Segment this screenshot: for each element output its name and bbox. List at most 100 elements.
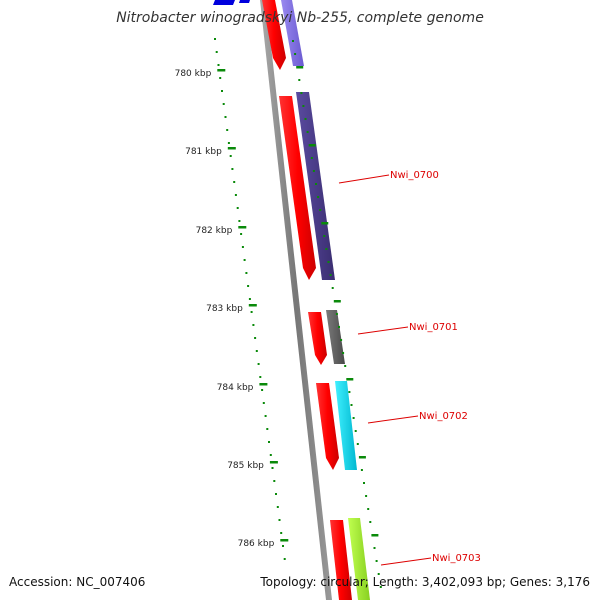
outer-ruler-tick bbox=[319, 209, 322, 211]
ruler-minor-tick bbox=[250, 311, 253, 313]
outer-ruler-tick bbox=[317, 196, 320, 198]
ruler-minor-tick bbox=[248, 298, 251, 300]
outer-ruler-tick bbox=[306, 131, 309, 133]
gene-label[interactable]: Nwi_0700 bbox=[390, 170, 439, 181]
ruler-minor-tick bbox=[280, 532, 283, 534]
ruler-minor-tick bbox=[222, 103, 225, 105]
gene-callout-line bbox=[357, 326, 409, 335]
ruler-minor-tick bbox=[224, 116, 227, 118]
ruler-minor-tick bbox=[214, 38, 216, 40]
ruler-minor-tick bbox=[271, 467, 274, 469]
ruler-label: 781 kbp bbox=[185, 147, 222, 157]
ruler-ticks: 780 kbp 781 kbp 782 kbp 783 kbp 784 kbp 785 k… bbox=[175, 38, 382, 588]
outer-ruler-tick bbox=[369, 521, 372, 523]
ruler-minor-tick bbox=[282, 545, 284, 547]
ruler-minor-tick bbox=[227, 142, 230, 144]
outer-ruler-tick bbox=[300, 92, 303, 94]
partial-gene-red-top bbox=[262, 0, 286, 70]
ruler-minor-tick bbox=[219, 77, 222, 79]
cds-nwi-0702 bbox=[335, 381, 357, 470]
ruler-major-tick bbox=[269, 461, 278, 464]
ruler-minor-tick bbox=[241, 246, 244, 248]
outer-ruler-tick bbox=[292, 40, 294, 42]
outer-ruler-tick bbox=[371, 534, 379, 537]
ruler-major-tick bbox=[238, 226, 247, 229]
cds-nwi-0703 bbox=[348, 518, 370, 600]
ruler-minor-tick bbox=[243, 259, 246, 261]
outer-ruler-tick bbox=[310, 157, 313, 159]
ruler-minor-tick bbox=[268, 441, 270, 443]
outer-ruler-tick bbox=[375, 560, 378, 562]
map-title: Nitrobacter winogradskyi Nb-255, complet… bbox=[116, 10, 484, 26]
outer-ruler-tick bbox=[373, 547, 376, 549]
outer-ruler-tick bbox=[298, 79, 301, 81]
ruler-label: 784 kbp bbox=[217, 383, 254, 393]
outer-ruler-tick bbox=[329, 274, 332, 276]
outer-ruler-tick bbox=[346, 378, 354, 381]
outer-ruler-tick bbox=[327, 261, 330, 263]
ruler-minor-tick bbox=[275, 493, 277, 495]
outer-ruler-tick bbox=[348, 391, 351, 393]
ruler-minor-tick bbox=[221, 90, 223, 92]
gene-callout-line bbox=[367, 415, 419, 424]
outer-ruler-tick bbox=[352, 417, 355, 419]
gene-label[interactable]: Nwi_0701 bbox=[409, 322, 458, 333]
ruler-minor-tick bbox=[269, 454, 272, 456]
outer-ruler-tick bbox=[354, 430, 357, 432]
outer-ruler-tick bbox=[321, 222, 329, 225]
outer-ruler-tick bbox=[296, 66, 304, 69]
accession-label: Accession: NC_007406 bbox=[9, 575, 146, 589]
outer-ruler-tick bbox=[377, 573, 380, 575]
gene-arrow-nwi-0703 bbox=[330, 520, 352, 600]
outer-ruler-tick bbox=[365, 495, 368, 497]
ruler-minor-tick bbox=[255, 350, 258, 352]
outer-ruler-tick bbox=[308, 144, 316, 147]
ruler-minor-tick bbox=[236, 207, 239, 209]
ruler-minor-tick bbox=[264, 415, 267, 417]
ruler-major-tick bbox=[280, 539, 289, 542]
gene-callouts: Nwi_0700 Nwi_0701 Nwi_0702 Nwi_0703 bbox=[338, 170, 481, 566]
partial-cds-lavender-top bbox=[281, 0, 304, 66]
ruler-minor-tick bbox=[245, 272, 248, 274]
outer-ruler-tick bbox=[335, 313, 338, 315]
ruler-minor-tick bbox=[261, 389, 264, 391]
gene-label[interactable]: Nwi_0702 bbox=[419, 411, 468, 422]
ruler-minor-tick bbox=[266, 428, 269, 430]
outer-ruler-tick bbox=[360, 469, 363, 471]
ruler-minor-tick bbox=[215, 51, 218, 53]
ruler-label: 783 kbp bbox=[206, 304, 243, 314]
ruler-minor-tick bbox=[283, 558, 286, 560]
ruler-minor-tick bbox=[257, 363, 260, 365]
outer-ruler-tick bbox=[323, 235, 326, 237]
outer-ruler-tick bbox=[350, 404, 353, 406]
gene-arrow-nwi-0702 bbox=[316, 383, 339, 470]
ruler-minor-tick bbox=[259, 376, 262, 378]
outer-ruler-tick bbox=[344, 365, 347, 367]
gene-callout-line bbox=[338, 174, 390, 184]
outer-ruler-tick bbox=[302, 105, 305, 107]
outer-ruler-tick bbox=[325, 248, 328, 250]
outer-ruler-tick bbox=[340, 339, 343, 341]
partial-gene-blue bbox=[213, 0, 235, 5]
outer-ruler-tick bbox=[358, 456, 366, 459]
gene-label[interactable]: Nwi_0703 bbox=[432, 553, 481, 564]
outer-ruler-tick bbox=[333, 300, 341, 303]
outer-ruler-tick bbox=[304, 118, 307, 120]
genome-backbone bbox=[260, 0, 332, 600]
ruler-minor-tick bbox=[217, 64, 220, 66]
topology-label: Topology: circular; Length: 3,402,093 bp… bbox=[260, 575, 590, 589]
outer-ruler-tick bbox=[312, 170, 315, 172]
outer-ruler-tick bbox=[367, 508, 370, 510]
outer-ruler-tick bbox=[363, 482, 365, 484]
gene-arrow-nwi-0701 bbox=[308, 312, 327, 365]
outer-ruler-tick bbox=[342, 352, 345, 354]
ruler-major-tick bbox=[217, 69, 226, 72]
ruler-major-tick bbox=[227, 147, 236, 150]
cds-nwi-0700 bbox=[296, 92, 335, 280]
ruler-minor-tick bbox=[240, 233, 243, 235]
outer-ruler-tick bbox=[356, 443, 359, 445]
ruler-minor-tick bbox=[231, 168, 234, 170]
gene-arrow-nwi-0700 bbox=[279, 96, 316, 280]
ruler-label: 780 kbp bbox=[175, 69, 212, 79]
